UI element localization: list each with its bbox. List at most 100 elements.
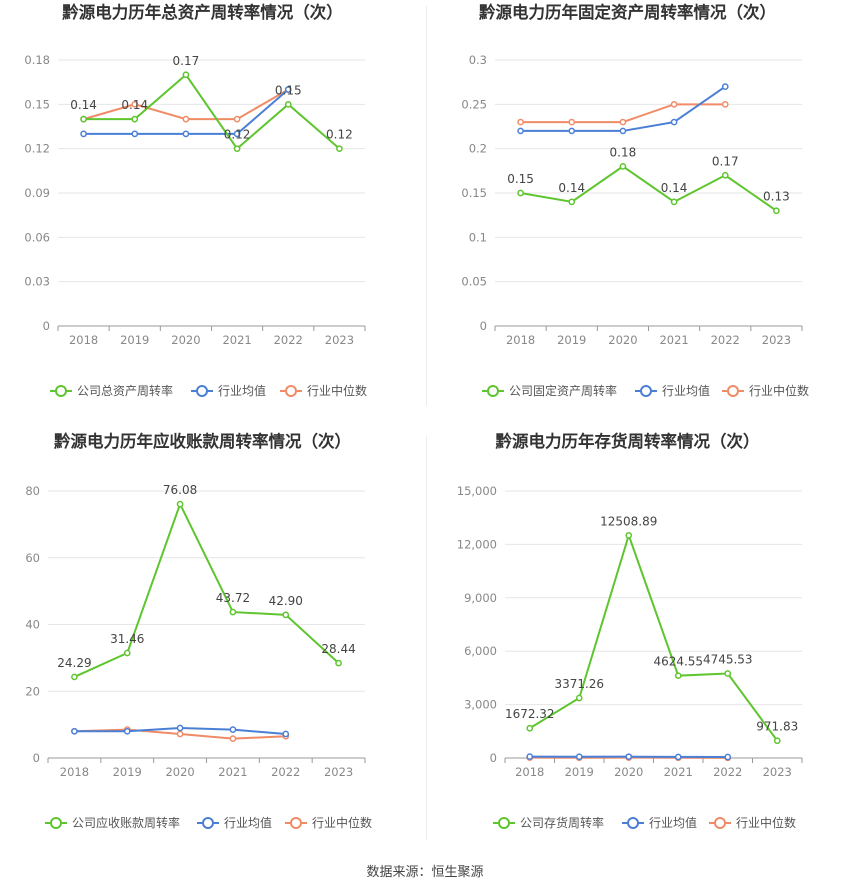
legend-marker <box>290 817 302 829</box>
data-label: 0.15 <box>275 83 302 97</box>
industry-median-series-point <box>721 100 729 108</box>
x-tick-label: 2018 <box>60 765 89 779</box>
x-tick-label: 2019 <box>565 765 594 779</box>
data-label: 24.29 <box>57 656 91 670</box>
company-series-point <box>773 207 780 215</box>
legend-label: 公司总资产周转率 <box>77 383 173 398</box>
company-series-point <box>670 198 678 206</box>
legend-item-company-series[interactable]: 公司固定资产周转率 <box>482 383 617 398</box>
company-series-point <box>233 145 241 153</box>
data-label: 0.14 <box>70 98 97 112</box>
x-tick-label: 2022 <box>274 333 303 347</box>
y-tick-label: 60 <box>25 551 40 565</box>
company-series-point <box>674 672 682 680</box>
x-tick-label: 2023 <box>763 765 792 779</box>
legend-item-industry-median-series[interactable]: 行业中位数 <box>709 815 796 830</box>
industry-avg-series-point <box>674 753 682 761</box>
industry-median-series-point <box>131 100 139 108</box>
legend-marker <box>196 385 208 397</box>
x-tick-label: 2021 <box>218 765 247 779</box>
legend-item-industry-median-series[interactable]: 行业中位数 <box>722 383 809 398</box>
company-series-point <box>625 531 633 539</box>
x-tick-label: 2020 <box>614 765 643 779</box>
x-tick-label: 2021 <box>222 333 251 347</box>
y-tick-label: 20 <box>25 684 40 698</box>
x-tick-label: 2019 <box>557 333 586 347</box>
legend-item-industry-avg-series[interactable]: 行业均值 <box>191 383 266 398</box>
industry-median-series-point <box>176 730 184 738</box>
data-label: 0.15 <box>507 172 534 186</box>
data-label: 1672.32 <box>505 707 555 721</box>
legend-marker <box>285 385 297 397</box>
legend-label: 行业中位数 <box>312 815 372 830</box>
company-series-line <box>529 532 779 742</box>
legend-label: 行业中位数 <box>736 815 796 830</box>
chart-title: 黔源电力历年存货周转率情况（次） <box>496 431 760 451</box>
company-series-point <box>336 145 343 153</box>
company-series-point <box>123 649 131 657</box>
legend-marker <box>202 817 214 829</box>
legend-item-industry-avg-series[interactable]: 行业均值 <box>635 383 710 398</box>
legend-marker <box>55 385 67 397</box>
y-tick-label: 0 <box>33 751 40 765</box>
legend-marker <box>714 817 726 829</box>
y-tick-label: 0.3 <box>469 53 487 67</box>
industry-median-series-point <box>670 100 678 108</box>
legend-marker <box>640 385 652 397</box>
legend-label: 公司存货周转率 <box>520 815 604 830</box>
legend-item-industry-median-series[interactable]: 行业中位数 <box>280 383 367 398</box>
data-label: 4624.55 <box>653 655 703 669</box>
data-label: 42.90 <box>269 594 303 608</box>
data-label: 0.18 <box>610 145 637 159</box>
y-tick-label: 0 <box>480 319 487 333</box>
y-tick-label: 15,000 <box>457 484 497 498</box>
industry-avg-series-point <box>182 130 190 138</box>
legend-marker <box>727 385 739 397</box>
x-tick-label: 2018 <box>69 333 98 347</box>
x-tick-label: 2019 <box>113 765 142 779</box>
y-tick-label: 0 <box>490 751 497 765</box>
chart-inventory-turnover: 黔源电力历年存货周转率情况（次） 0 3,000 6,000 9,000 12,000 15… <box>425 425 850 845</box>
industry-median-series-point <box>619 118 627 126</box>
industry-avg-series-point <box>619 127 627 135</box>
y-tick-label: 0.15 <box>461 186 487 200</box>
x-tick-label: 2020 <box>608 333 637 347</box>
company-series-point <box>229 608 237 616</box>
legend-label: 行业均值 <box>218 383 266 398</box>
x-tick-label: 2020 <box>171 333 200 347</box>
data-label: 12508.89 <box>600 514 657 528</box>
data-label: 0.14 <box>661 181 688 195</box>
data-label: 0.13 <box>763 190 790 204</box>
company-series-point <box>773 737 781 745</box>
company-series-point <box>176 500 184 508</box>
legend-marker <box>50 817 62 829</box>
x-tick-label: 2023 <box>324 765 353 779</box>
industry-avg-series-point <box>176 724 184 732</box>
industry-avg-series-point <box>80 130 87 138</box>
x-tick-label: 2023 <box>762 333 791 347</box>
company-series-point <box>71 673 78 681</box>
legend-item-industry-avg-series[interactable]: 行业均值 <box>197 815 272 830</box>
y-tick-label: 0.06 <box>24 230 50 244</box>
legend-item-company-series[interactable]: 公司存货周转率 <box>493 815 604 830</box>
company-series-line <box>83 73 341 151</box>
x-tick-label: 2021 <box>659 333 688 347</box>
legend-item-company-series[interactable]: 公司应收账款周转率 <box>45 815 180 830</box>
company-series-line <box>74 501 340 678</box>
industry-avg-series-line <box>83 88 289 135</box>
industry-avg-series-point <box>517 127 524 135</box>
legend-label: 行业中位数 <box>307 383 367 398</box>
industry-avg-series-point <box>724 753 732 761</box>
legend-item-company-series[interactable]: 公司总资产周转率 <box>50 383 173 398</box>
panel-divider-lower <box>426 436 427 840</box>
industry-median-series-point <box>233 115 241 123</box>
data-label: 28.44 <box>321 642 355 656</box>
legend-item-industry-avg-series[interactable]: 行业均值 <box>622 815 697 830</box>
data-label: 0.14 <box>558 181 585 195</box>
x-tick-label: 2018 <box>515 765 544 779</box>
panel-divider <box>426 6 427 406</box>
chart-title: 黔源电力历年固定资产周转率情况（次） <box>479 2 776 22</box>
legend-item-industry-median-series[interactable]: 行业中位数 <box>285 815 372 830</box>
data-label: 31.46 <box>110 632 144 646</box>
data-label: 0.12 <box>224 128 251 142</box>
